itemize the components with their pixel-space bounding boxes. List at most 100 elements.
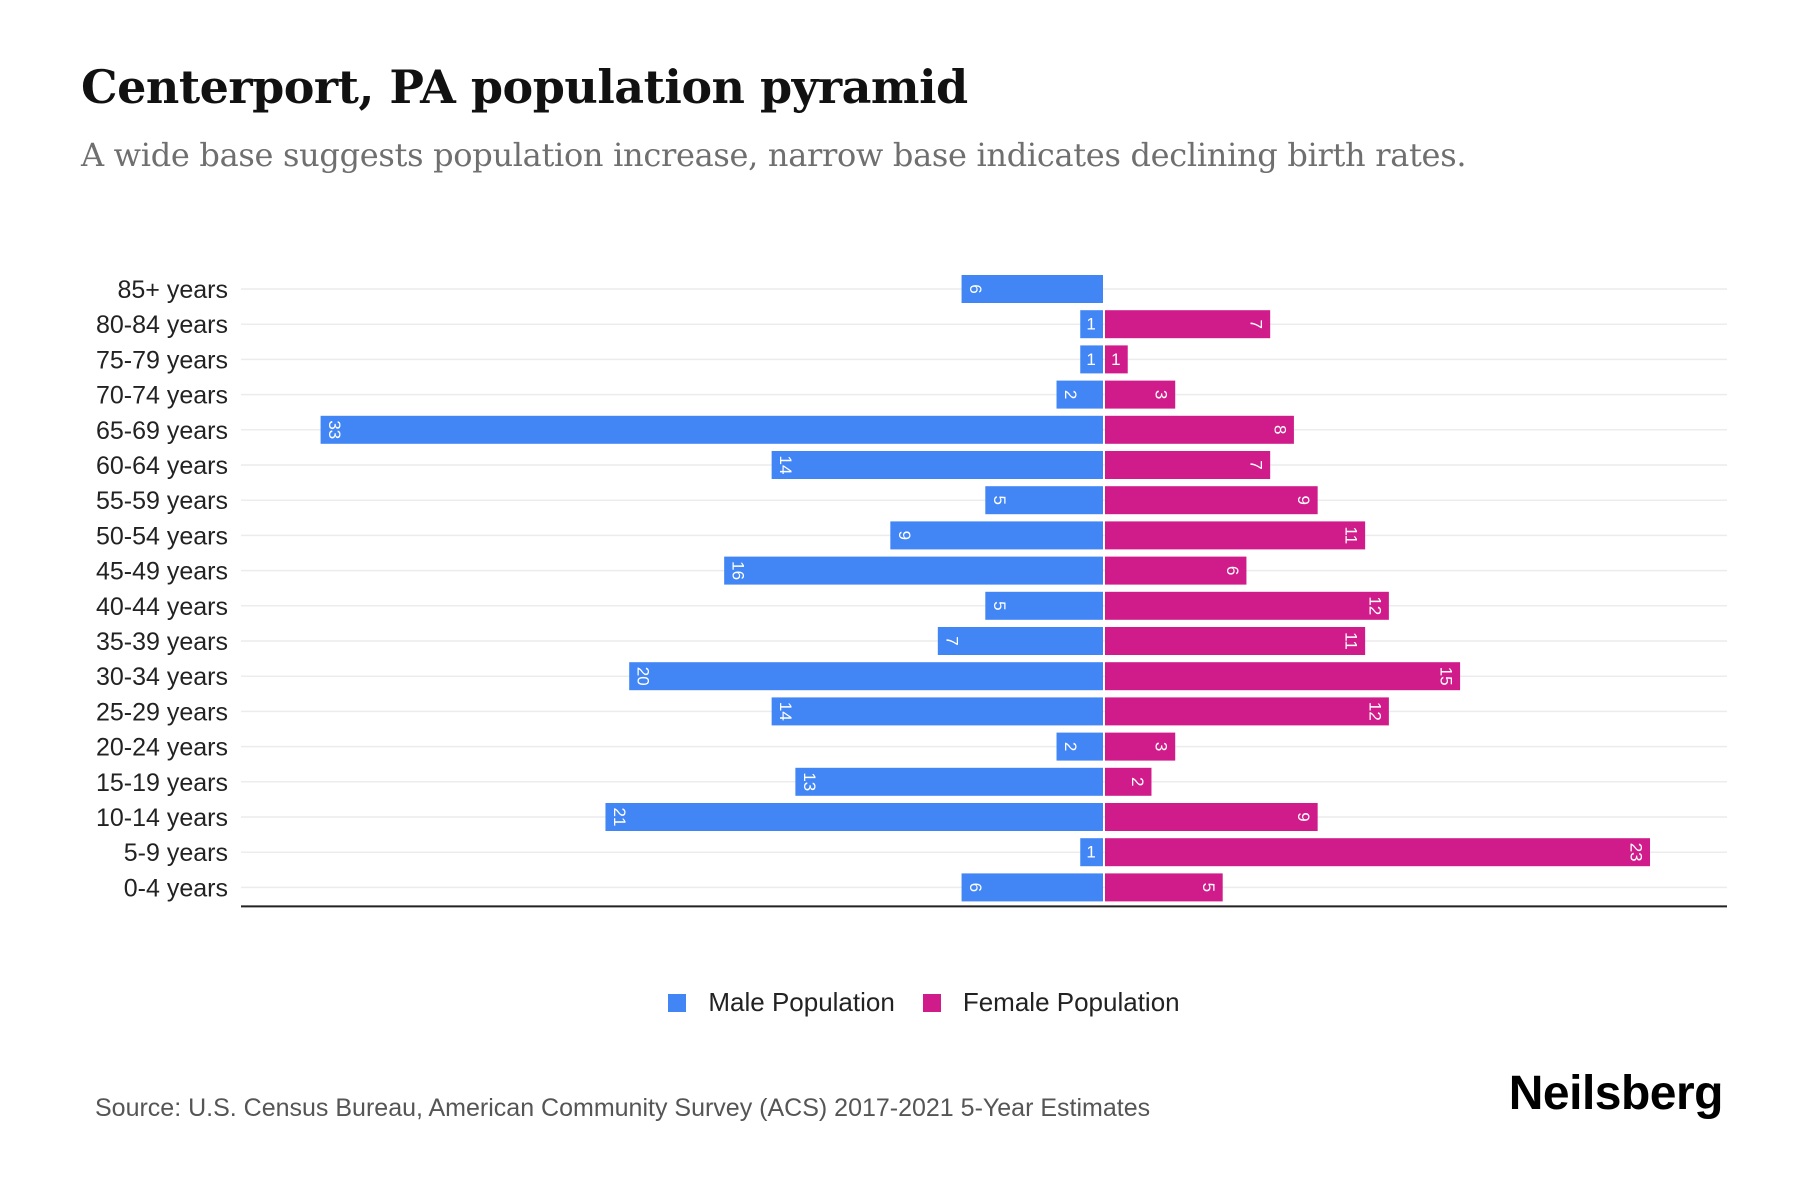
- category-label: 60-64 years: [96, 452, 228, 480]
- gridlines: [241, 288, 1727, 889]
- category-label: 70-74 years: [96, 382, 228, 410]
- female-bar[interactable]: [1105, 732, 1176, 761]
- category-label: 25-29 years: [96, 698, 228, 726]
- female-bar[interactable]: [1105, 697, 1389, 726]
- female-bar[interactable]: [1105, 767, 1152, 796]
- male-bar-label: 33: [325, 420, 344, 439]
- female-bar[interactable]: [1105, 662, 1461, 691]
- male-bar[interactable]: [605, 803, 1103, 831]
- male-bar[interactable]: [961, 873, 1103, 902]
- female-bar-label: 9: [1294, 495, 1313, 504]
- male-bar[interactable]: [629, 662, 1103, 691]
- source-note: Source: U.S. Census Bureau, American Com…: [95, 1094, 1151, 1122]
- female-bar-label: 7: [1247, 460, 1266, 469]
- male-bar-label: 16: [729, 561, 748, 580]
- female-bar-label: 3: [1152, 742, 1171, 751]
- male-bar-label: 1: [1086, 315, 1095, 334]
- female-bar[interactable]: [1105, 451, 1271, 479]
- male-bar-label: 20: [634, 667, 653, 686]
- category-label: 55-59 years: [96, 487, 228, 515]
- female-bar[interactable]: [1105, 627, 1366, 655]
- bars: [320, 275, 1651, 902]
- male-bar[interactable]: [1080, 345, 1103, 374]
- female-bar[interactable]: [1105, 521, 1366, 550]
- male-bar-label: 14: [776, 702, 795, 721]
- male-bar[interactable]: [1080, 310, 1103, 339]
- legend-label-female: Female Population: [962, 987, 1180, 1017]
- female-bar-label: 15: [1437, 667, 1456, 686]
- legend-swatch-female: [922, 993, 941, 1012]
- category-label: 50-54 years: [96, 522, 228, 550]
- female-bar-label: 23: [1627, 843, 1646, 862]
- female-bar-label: 5: [1199, 883, 1218, 892]
- male-bar[interactable]: [724, 556, 1103, 585]
- category-label: 15-19 years: [96, 769, 228, 797]
- female-bar-label: 12: [1365, 702, 1384, 721]
- category-label: 45-49 years: [96, 558, 228, 586]
- chart-title: Centerport, PA population pyramid: [81, 60, 968, 114]
- male-bar-label: 6: [966, 284, 985, 293]
- male-bar[interactable]: [1056, 732, 1103, 761]
- female-bar[interactable]: [1105, 345, 1128, 374]
- female-bar[interactable]: [1105, 803, 1318, 831]
- brand-logo: Neilsberg: [1508, 1067, 1724, 1120]
- female-bar-label: 6: [1223, 566, 1242, 575]
- male-bar[interactable]: [771, 697, 1103, 726]
- category-labels: 85+ years 80-84 years 75-79 years 70-74 yea…: [96, 276, 228, 902]
- male-bar-label: 2: [1061, 390, 1080, 399]
- category-label: 85+ years: [118, 276, 229, 304]
- female-bar-label: 11: [1342, 527, 1361, 545]
- male-bar[interactable]: [890, 521, 1103, 550]
- legend-label-male: Male Population: [708, 987, 895, 1017]
- male-bar[interactable]: [985, 591, 1103, 620]
- male-bar[interactable]: [1056, 380, 1103, 409]
- male-bar-label: 9: [895, 531, 914, 540]
- male-bar[interactable]: [795, 767, 1103, 796]
- female-bar[interactable]: [1105, 380, 1176, 409]
- category-label: 65-69 years: [96, 417, 228, 445]
- legend: Male Population Female Population: [0, 987, 1800, 1018]
- male-bar[interactable]: [937, 627, 1103, 655]
- legend-swatch-male: [668, 993, 687, 1012]
- female-bar[interactable]: [1105, 591, 1389, 620]
- female-bar-label: 1: [1111, 350, 1120, 369]
- female-bar[interactable]: [1105, 838, 1651, 867]
- female-bar-label: 8: [1270, 425, 1289, 434]
- category-label: 35-39 years: [96, 628, 228, 656]
- female-bar[interactable]: [1105, 873, 1223, 902]
- legend-item-female[interactable]: Female Population: [922, 987, 1180, 1018]
- legend-item-male[interactable]: Male Population: [668, 987, 895, 1018]
- male-bar[interactable]: [985, 486, 1103, 515]
- male-bar[interactable]: [771, 451, 1103, 479]
- male-bar-label: 5: [990, 601, 1009, 610]
- female-bar-label: 11: [1342, 632, 1361, 650]
- category-label: 10-14 years: [96, 804, 228, 832]
- chart-subtitle: A wide base suggests population increase…: [81, 136, 1467, 174]
- male-bar[interactable]: [1080, 838, 1103, 867]
- category-label: 5-9 years: [124, 839, 228, 867]
- category-label: 80-84 years: [96, 311, 228, 339]
- female-bar-label: 3: [1152, 390, 1171, 399]
- male-bar-label: 7: [942, 636, 961, 645]
- male-bar-label: 2: [1061, 742, 1080, 751]
- male-bar-label: 6: [966, 883, 985, 892]
- female-bar-label: 7: [1247, 319, 1266, 328]
- category-label: 30-34 years: [96, 663, 228, 691]
- male-bar[interactable]: [961, 275, 1103, 303]
- category-label: 20-24 years: [96, 734, 228, 762]
- female-bar[interactable]: [1105, 310, 1271, 339]
- female-bar-label: 2: [1128, 777, 1147, 786]
- male-bar-label: 21: [610, 808, 629, 827]
- female-bar[interactable]: [1105, 486, 1318, 515]
- male-bar-label: 5: [990, 495, 1009, 504]
- female-bar-label: 9: [1294, 812, 1313, 821]
- male-bar-label: 13: [800, 772, 819, 791]
- male-bar-label: 1: [1086, 843, 1095, 862]
- category-label: 40-44 years: [96, 593, 228, 621]
- male-bar[interactable]: [320, 415, 1104, 444]
- female-bar[interactable]: [1105, 415, 1294, 444]
- category-label: 0-4 years: [124, 874, 228, 902]
- female-bar[interactable]: [1105, 556, 1247, 585]
